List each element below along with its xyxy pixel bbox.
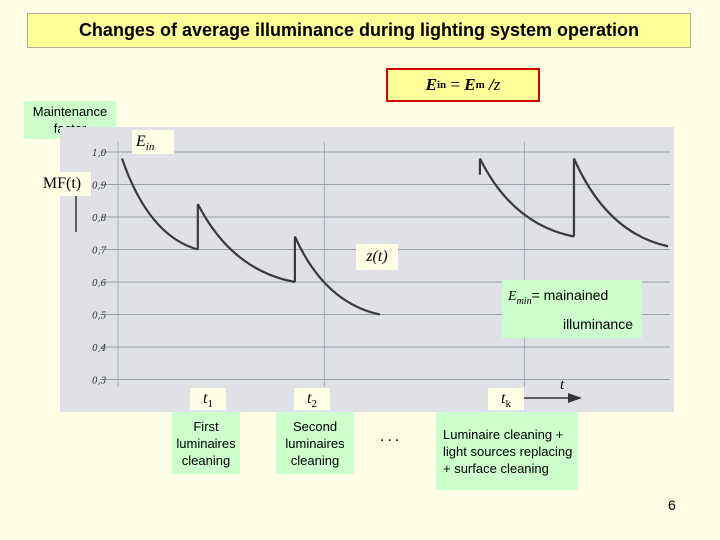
y-tick-label: 0,8 xyxy=(92,214,107,224)
final-maintenance-box: Luminaire cleaning + light sources repla… xyxy=(436,412,578,490)
y-tick-label: 1,0 xyxy=(92,149,107,159)
t2-label: t2 xyxy=(294,388,330,410)
curve-segment xyxy=(478,158,575,238)
time-axis-label: t xyxy=(560,377,565,393)
curve-segment xyxy=(293,236,381,316)
emin-label: Emin= mainained illuminance xyxy=(502,280,642,338)
y-tick-labels: 1,0 0,9 0,8 0,7 0,6 0,5 0,4 0,3 xyxy=(92,149,107,387)
first-cleaning-box: First luminaires cleaning xyxy=(172,412,240,474)
maintenance-factor-label: Maintenance factor xyxy=(24,101,116,139)
second-cleaning-box: Second luminaires cleaning xyxy=(276,412,354,474)
ellipsis: ... xyxy=(380,428,403,445)
y-tick-label: 0,9 xyxy=(92,182,107,192)
curve-segment xyxy=(120,158,199,251)
ein-label: Ein xyxy=(132,130,174,154)
y-tick-label: 0,5 xyxy=(92,312,107,322)
y-tick-label: 0,6 xyxy=(92,279,107,289)
y-tick-label: 0,4 xyxy=(92,344,107,354)
time-arrowhead-icon xyxy=(568,393,582,403)
tk-label: tk xyxy=(488,388,524,410)
page-number: 6 xyxy=(668,497,676,513)
illuminance-curve xyxy=(120,158,669,316)
y-tick-label: 0,7 xyxy=(92,247,107,257)
y-tick-label: 0,3 xyxy=(92,377,107,387)
mf-t-label: MF(t) xyxy=(33,172,91,196)
curve-segment xyxy=(196,203,296,284)
slide-title: Changes of average illuminance during li… xyxy=(27,13,691,48)
z-t-label: z(t) xyxy=(356,244,398,270)
curve-segment xyxy=(572,158,669,248)
t1-label: t1 xyxy=(190,388,226,410)
